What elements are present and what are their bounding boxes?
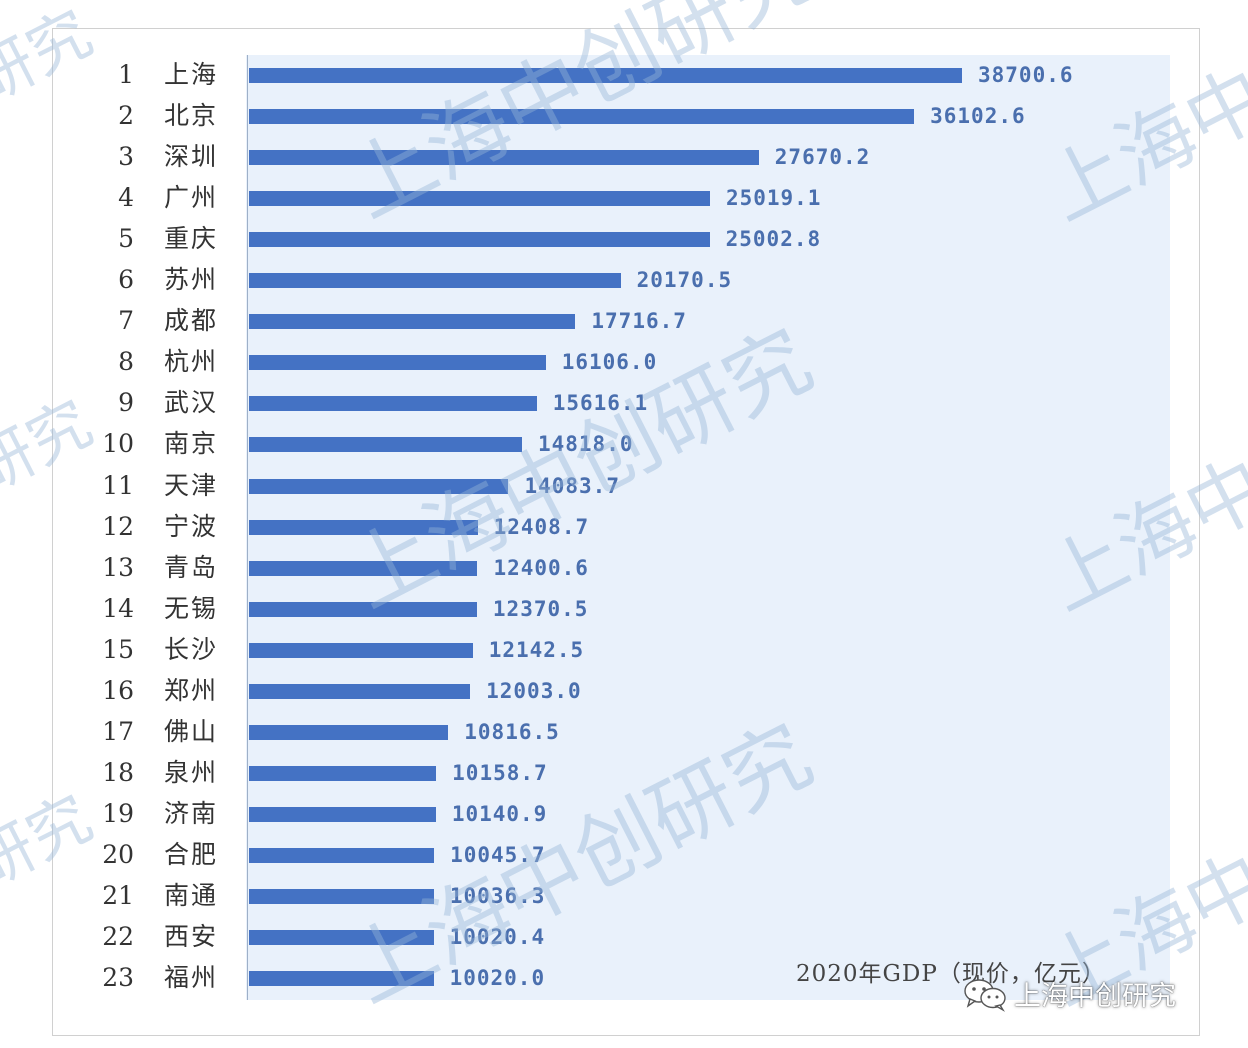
- category-axis-line: [247, 55, 248, 1000]
- brand-badge: 上海中创研究: [962, 974, 1176, 1013]
- data-label: 36102.6: [930, 104, 1026, 129]
- bar: [249, 971, 434, 987]
- data-label: 25019.1: [725, 186, 822, 211]
- rank-label: 7: [118, 306, 134, 336]
- rank-label: 20: [102, 839, 134, 869]
- rank-label: 10: [102, 429, 134, 459]
- bar: [249, 930, 434, 946]
- data-label: 14818.0: [537, 432, 634, 457]
- rank-label: 13: [102, 552, 134, 582]
- data-label: 10158.7: [452, 760, 548, 785]
- bar: [249, 150, 759, 166]
- rank-label: 11: [102, 470, 134, 500]
- data-label: 10140.9: [451, 801, 548, 826]
- rank-label: 5: [118, 224, 134, 254]
- category-label: 无锡: [164, 593, 219, 623]
- data-label: 38700.6: [978, 63, 1074, 87]
- category-label: 济南: [164, 798, 219, 828]
- category-label: 南京: [164, 429, 219, 459]
- data-label: 17716.7: [591, 309, 687, 334]
- category-label: 天津: [164, 470, 219, 500]
- category-label: 南通: [164, 881, 219, 910]
- rank-label: 9: [118, 388, 134, 418]
- rank-label: 2: [118, 101, 134, 131]
- category-label: 福州: [164, 963, 219, 993]
- rank-label: 18: [102, 757, 134, 787]
- bar: [249, 642, 473, 658]
- rank-label: 16: [102, 675, 134, 705]
- data-label: 10816.5: [464, 719, 560, 744]
- bar: [249, 765, 437, 781]
- bar: [249, 396, 537, 412]
- category-label: 西安: [164, 922, 219, 952]
- category-label: 长沙: [164, 634, 219, 664]
- bar: [249, 724, 449, 740]
- bar: [249, 437, 522, 453]
- rank-label: 12: [102, 511, 134, 541]
- data-label: 12408.7: [493, 514, 590, 539]
- category-label: 合肥: [164, 839, 219, 869]
- rank-label: 15: [102, 634, 134, 664]
- rank-label: 8: [118, 347, 134, 377]
- category-label: 北京: [164, 101, 219, 131]
- bar: [249, 109, 915, 125]
- bar: [249, 683, 471, 699]
- chart-title: 2020年GDP（现价，亿元）: [796, 961, 1106, 987]
- data-label: 12400.6: [493, 555, 589, 580]
- category-label: 苏州: [164, 265, 219, 295]
- rank-label: 4: [118, 183, 134, 213]
- data-label: 12142.5: [488, 637, 585, 662]
- category-label: 宁波: [164, 511, 219, 541]
- rank-label: 3: [118, 142, 134, 172]
- data-label: 12003.0: [486, 678, 582, 703]
- bar: [249, 232, 710, 248]
- rank-label: 17: [102, 716, 134, 746]
- bar: [249, 355, 546, 371]
- data-label: 27670.2: [774, 145, 871, 170]
- data-label: 10020.4: [449, 925, 546, 950]
- bar: [249, 806, 436, 822]
- category-label: 杭州: [164, 347, 219, 377]
- bar: [249, 273, 621, 289]
- category-label: 重庆: [164, 224, 219, 254]
- category-label: 武汉: [164, 388, 219, 418]
- category-label: 深圳: [164, 142, 219, 172]
- rank-label: 21: [102, 881, 134, 910]
- bar: [249, 560, 478, 576]
- data-label: 25002.8: [725, 227, 822, 252]
- category-label: 青岛: [164, 552, 219, 582]
- rank-label: 14: [102, 593, 134, 623]
- category-label: 郑州: [164, 675, 219, 705]
- category-label: 佛山: [164, 716, 219, 746]
- bar: [249, 519, 478, 535]
- rank-label: 1: [118, 60, 134, 89]
- rank-label: 23: [102, 963, 134, 993]
- bar: [249, 68, 962, 83]
- category-label: 成都: [164, 306, 219, 336]
- category-label: 泉州: [164, 757, 219, 787]
- data-label: 12370.5: [492, 596, 589, 621]
- data-label: 10036.3: [449, 884, 546, 908]
- bar: [249, 847, 435, 863]
- rank-label: 19: [102, 798, 134, 828]
- data-label: 10045.7: [450, 842, 546, 867]
- data-label: 10020.0: [449, 966, 546, 991]
- data-label: 14083.7: [524, 473, 620, 498]
- brand-name: 上海中创研究: [1014, 981, 1176, 1012]
- bar: [249, 314, 576, 330]
- data-label: 15616.1: [552, 391, 649, 416]
- wechat-icon: [964, 978, 1006, 1012]
- bar: [249, 601, 477, 617]
- bar: [249, 191, 710, 207]
- data-label: 20170.5: [636, 268, 733, 293]
- category-label: 上海: [164, 60, 219, 89]
- bar: [249, 478, 509, 494]
- rank-label: 6: [118, 265, 134, 295]
- rank-label: 22: [102, 922, 134, 952]
- bar: [249, 889, 434, 904]
- data-label: 16106.0: [561, 350, 658, 375]
- category-label: 广州: [164, 183, 219, 213]
